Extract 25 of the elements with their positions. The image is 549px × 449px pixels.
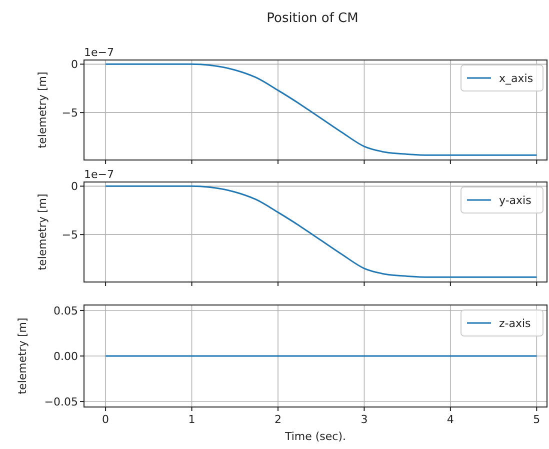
y-tick-label: 0 [71, 58, 78, 72]
y-tick-label: 0 [71, 180, 78, 194]
chart-title: Position of CM [266, 11, 358, 26]
legend-label: x_axis [499, 72, 534, 85]
text: 1e−7 [84, 168, 114, 181]
x-tick-label: 2 [274, 413, 282, 426]
y-axis-title: telemetry [m] [16, 318, 29, 394]
y-tick-label: −5 [62, 228, 78, 242]
y-tick-label: −5 [62, 106, 78, 120]
x-tick-label: 3 [360, 413, 368, 426]
text: 1e−7 [84, 46, 114, 59]
y-tick-label: −0.05 [44, 396, 78, 409]
x-tick-label: 5 [533, 413, 540, 426]
y-tick-label: 0.05 [54, 304, 78, 318]
legend-label: z-axis [499, 317, 532, 330]
y-tick-label: 0.00 [54, 350, 78, 363]
y-axis-title: telemetry [m] [36, 72, 49, 148]
x-tick-label: 1 [188, 413, 196, 426]
line-series [104, 63, 538, 156]
x-tick-label: 4 [446, 413, 454, 426]
x-tick-label: 0 [102, 413, 110, 426]
x-axis-title: Time (sec). [284, 430, 346, 443]
y-axis-title: telemetry [m] [36, 194, 49, 270]
legend-label: y-axis [499, 194, 532, 207]
line-series [104, 185, 538, 278]
